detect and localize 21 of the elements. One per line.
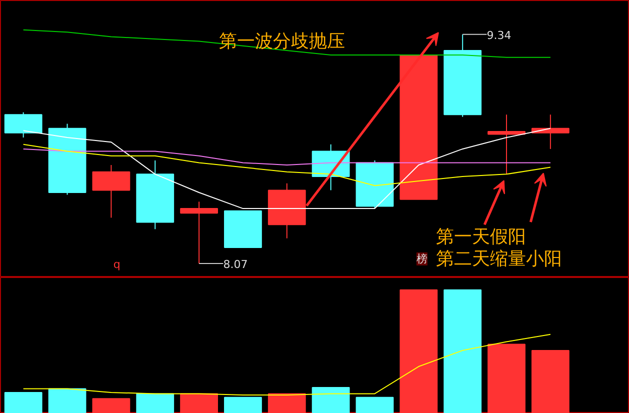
bar xyxy=(400,289,438,413)
bar xyxy=(356,396,394,413)
candlestick xyxy=(531,114,570,150)
annotation: 榜 xyxy=(416,252,428,266)
bar xyxy=(224,396,262,413)
bar xyxy=(488,344,526,413)
bar xyxy=(92,398,130,413)
bar xyxy=(48,388,86,413)
bar xyxy=(4,392,42,413)
bar xyxy=(531,350,570,413)
bar xyxy=(312,387,350,413)
bar xyxy=(444,289,482,413)
annotation: 8.07 xyxy=(223,258,248,272)
annotation: 第一天假阳 xyxy=(436,226,526,248)
annotation: 第二天缩量小阳 xyxy=(436,248,562,270)
bar xyxy=(180,393,218,413)
bar xyxy=(268,393,306,413)
bar xyxy=(136,393,174,413)
candlestick xyxy=(488,114,526,175)
annotation: 9.34 xyxy=(486,28,512,42)
annotation: q xyxy=(113,258,120,272)
